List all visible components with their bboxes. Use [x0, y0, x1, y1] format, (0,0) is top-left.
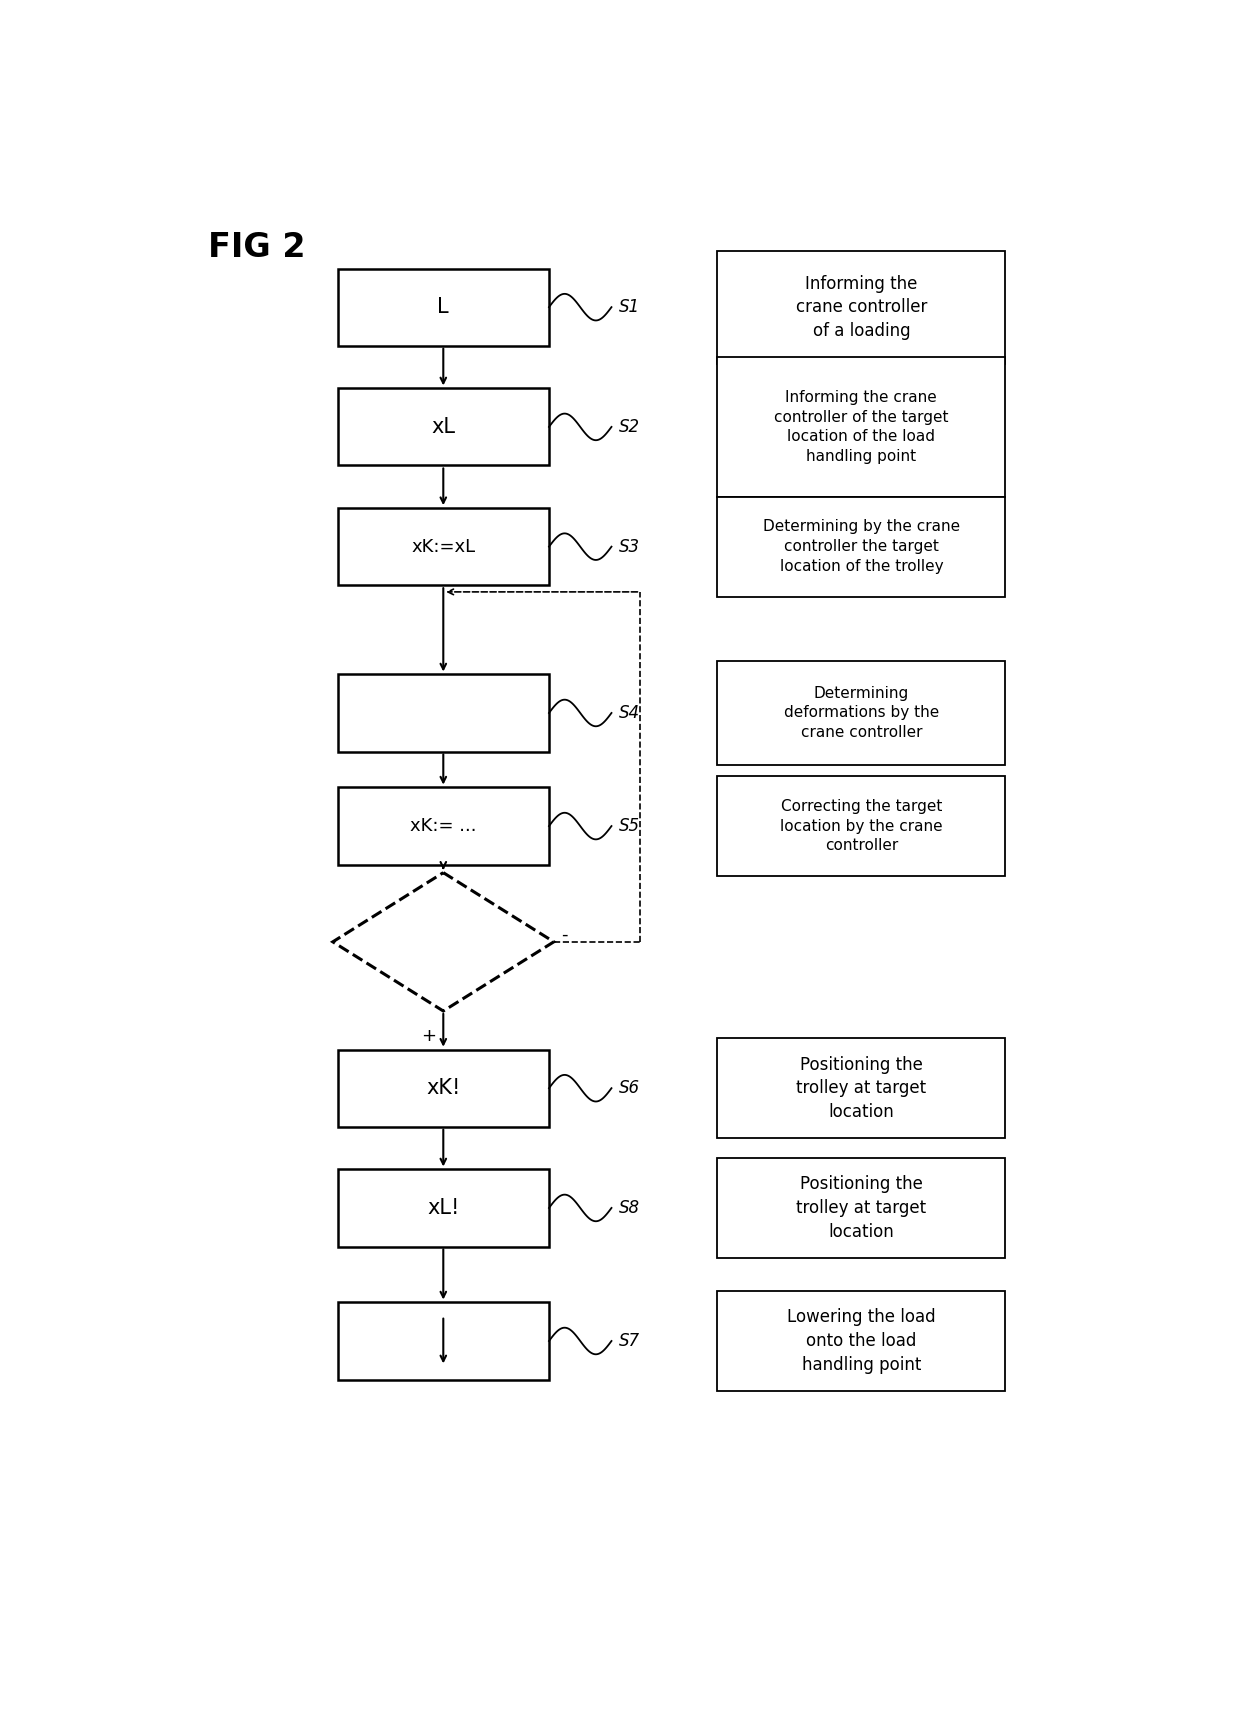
FancyBboxPatch shape: [337, 268, 549, 346]
FancyBboxPatch shape: [337, 1049, 549, 1127]
Text: Correcting the target
location by the crane
controller: Correcting the target location by the cr…: [780, 798, 942, 854]
FancyBboxPatch shape: [717, 662, 1006, 766]
FancyBboxPatch shape: [717, 251, 1006, 363]
Text: Determining by the crane
controller the target
location of the trolley: Determining by the crane controller the …: [763, 520, 960, 574]
Text: xK:=xL: xK:=xL: [412, 537, 475, 556]
FancyBboxPatch shape: [337, 389, 549, 465]
Text: -: -: [562, 926, 568, 943]
FancyBboxPatch shape: [717, 496, 1006, 596]
Polygon shape: [332, 873, 554, 1011]
Text: L: L: [438, 297, 449, 318]
Text: S2: S2: [619, 418, 640, 435]
FancyBboxPatch shape: [337, 1303, 549, 1379]
FancyBboxPatch shape: [717, 1158, 1006, 1258]
Text: xK:= ...: xK:= ...: [410, 817, 476, 835]
Text: S4: S4: [619, 703, 640, 722]
Text: +: +: [422, 1026, 436, 1045]
Text: Positioning the
trolley at target
location: Positioning the trolley at target locati…: [796, 1056, 926, 1121]
FancyBboxPatch shape: [717, 1039, 1006, 1139]
Text: Lowering the load
onto the load
handling point: Lowering the load onto the load handling…: [787, 1308, 936, 1374]
Text: xL!: xL!: [427, 1198, 460, 1218]
Text: Determining
deformations by the
crane controller: Determining deformations by the crane co…: [784, 686, 939, 740]
Text: S8: S8: [619, 1199, 640, 1217]
FancyBboxPatch shape: [337, 788, 549, 864]
Text: xL: xL: [432, 416, 455, 437]
FancyBboxPatch shape: [717, 1291, 1006, 1391]
Text: S3: S3: [619, 537, 640, 556]
FancyBboxPatch shape: [337, 1170, 549, 1246]
Text: xK!: xK!: [427, 1078, 460, 1099]
Text: FIG 2: FIG 2: [208, 232, 305, 264]
FancyBboxPatch shape: [717, 776, 1006, 876]
Text: S6: S6: [619, 1080, 640, 1097]
FancyBboxPatch shape: [337, 674, 549, 752]
Text: Informing the
crane controller
of a loading: Informing the crane controller of a load…: [796, 275, 928, 340]
FancyBboxPatch shape: [717, 358, 1006, 496]
Text: Positioning the
trolley at target
location: Positioning the trolley at target locati…: [796, 1175, 926, 1241]
Text: S7: S7: [619, 1332, 640, 1350]
Text: S5: S5: [619, 817, 640, 835]
Text: S1: S1: [619, 299, 640, 316]
Text: Informing the crane
controller of the target
location of the load
handling point: Informing the crane controller of the ta…: [774, 391, 949, 465]
FancyBboxPatch shape: [337, 508, 549, 586]
